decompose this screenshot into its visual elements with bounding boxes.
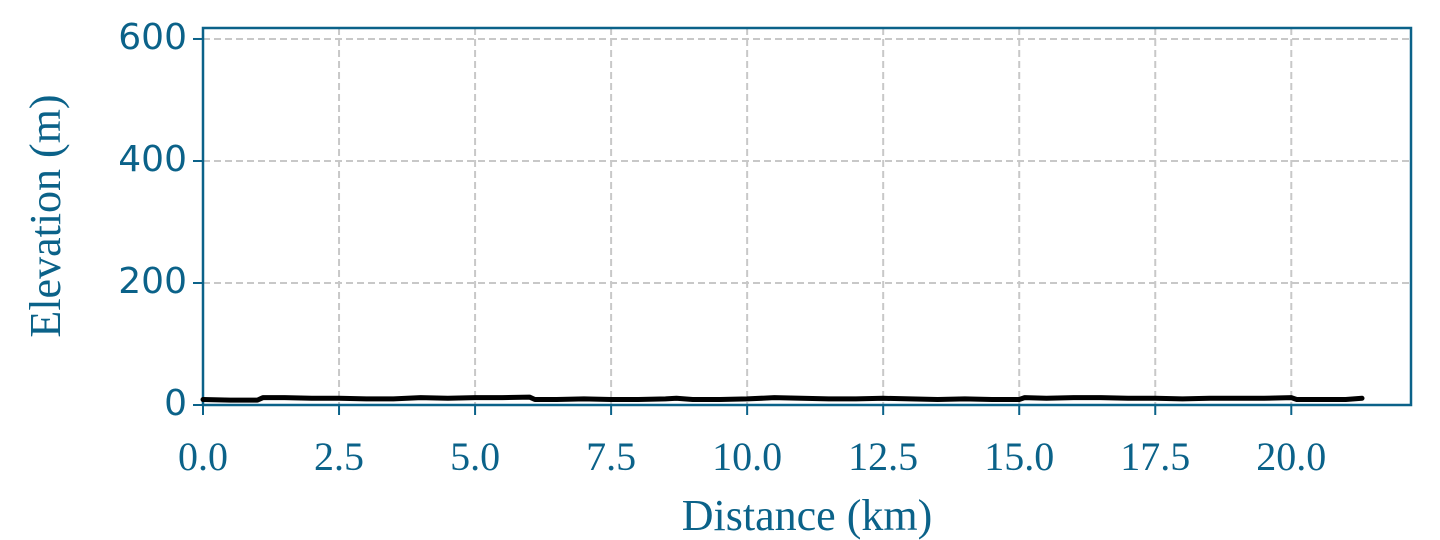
y-axis-label: Elevation (m) (21, 94, 70, 337)
x-tick-label: 20.0 (1256, 434, 1326, 479)
x-tick-label: 12.5 (848, 434, 918, 479)
x-tick-label: 10.0 (712, 434, 782, 479)
y-tick-label: 600 (118, 17, 187, 58)
plot-frame (201, 26, 1413, 407)
x-tick-label: 15.0 (984, 434, 1054, 479)
x-tick-label: 7.5 (586, 434, 636, 479)
x-tick-label: 2.5 (314, 434, 364, 479)
x-tick-label: 0.0 (178, 434, 228, 479)
elevation-line (200, 394, 1365, 403)
y-tick-label: 0 (164, 383, 187, 424)
y-tick-label: 200 (118, 261, 187, 302)
x-axis-label: Distance (km) (682, 491, 932, 540)
x-tick-label: 5.0 (450, 434, 500, 479)
y-tick-label: 400 (118, 139, 187, 180)
x-tick-label: 17.5 (1120, 434, 1190, 479)
